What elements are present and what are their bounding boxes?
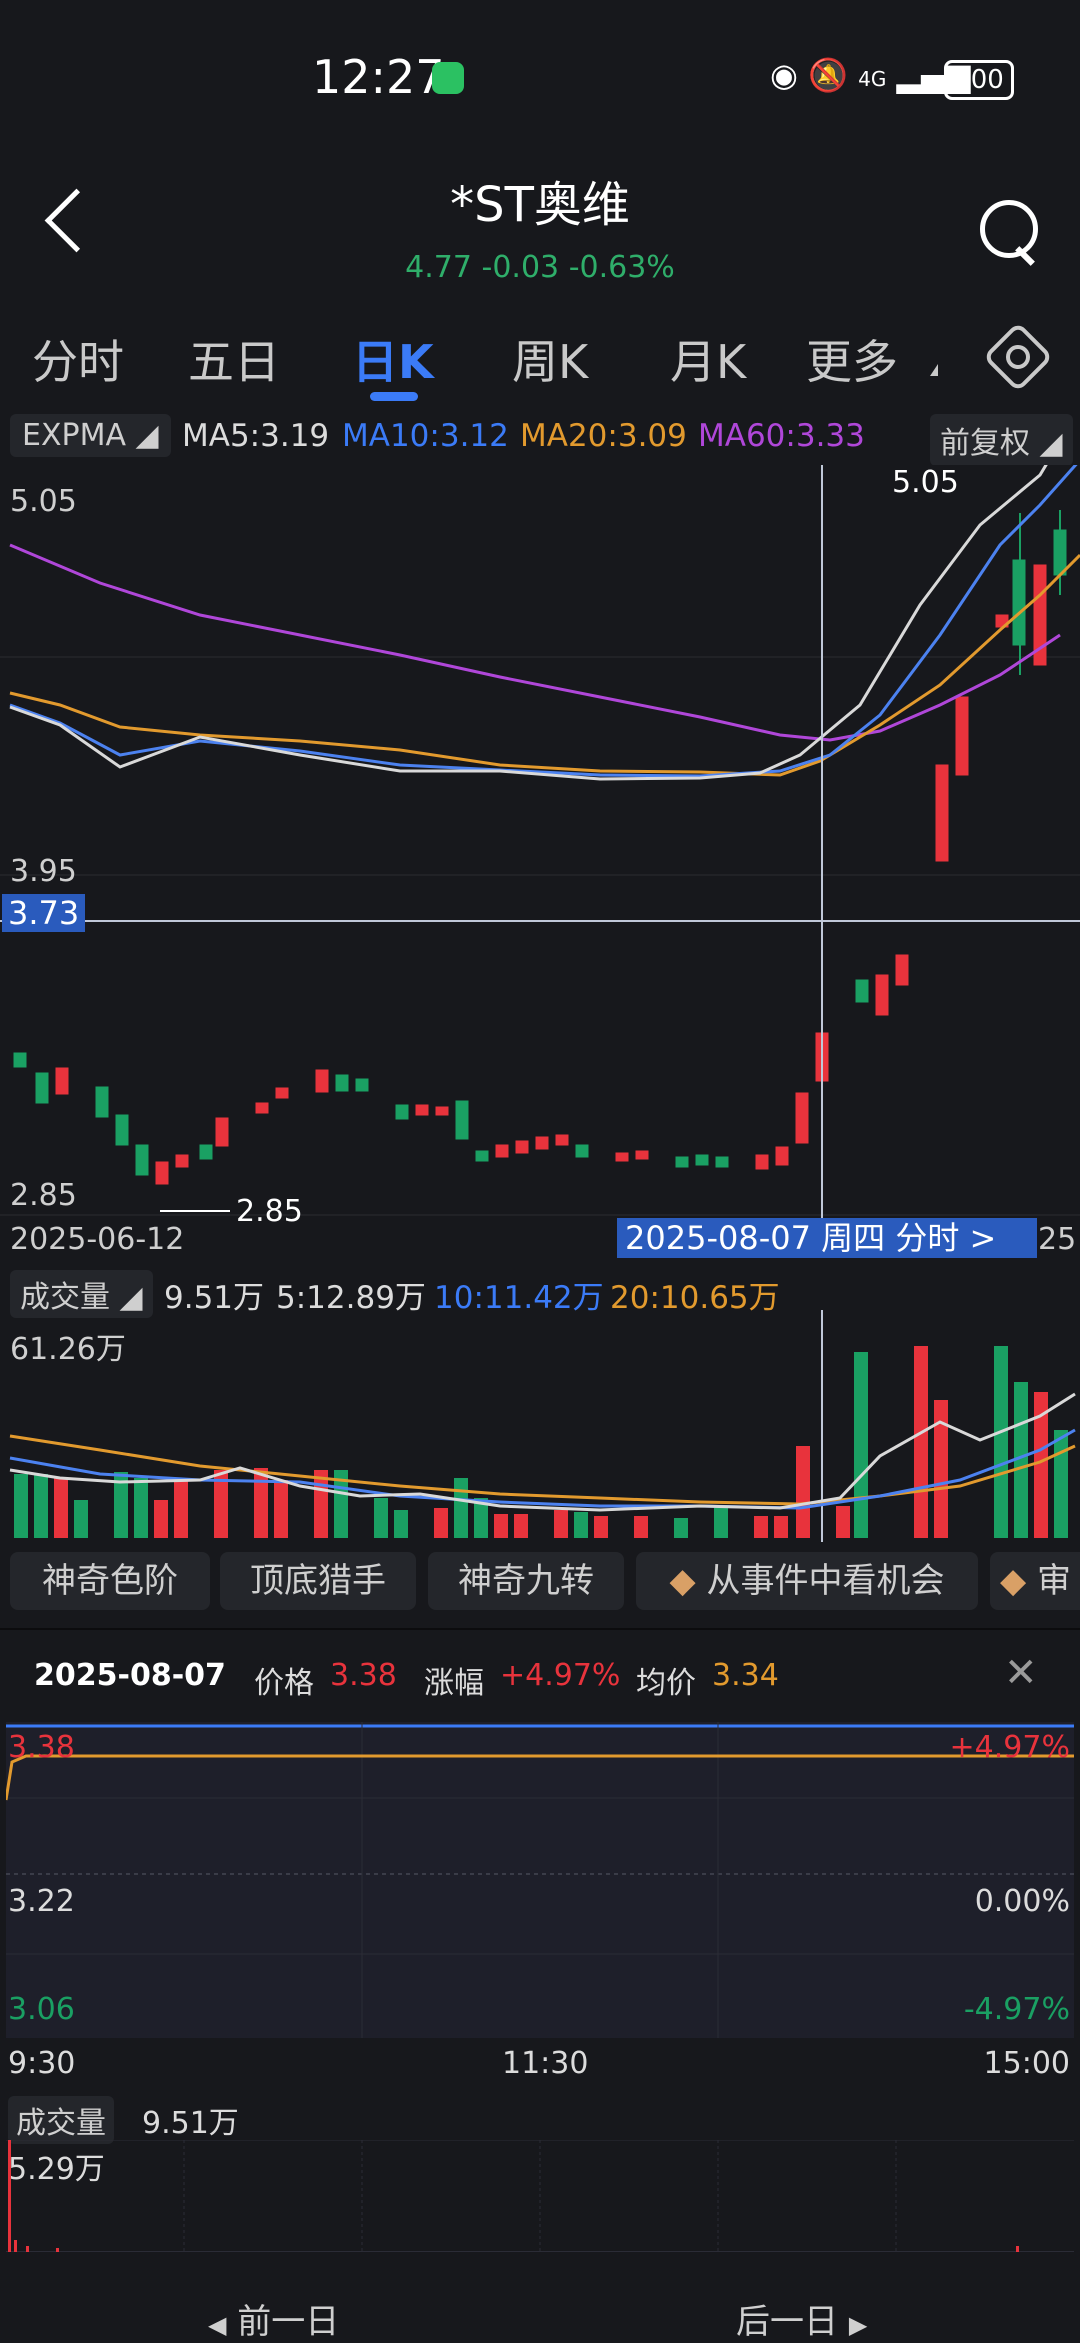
ma5-value: MA5:3.19 <box>182 418 330 454</box>
detail-price: 3.38 <box>330 1658 397 1693</box>
tool-color-gradient[interactable]: 神奇色阶 <box>10 1552 210 1610</box>
quote-change-pct: -0.63% <box>568 250 675 285</box>
intraday-chart <box>6 1722 1074 2038</box>
status-icons: ◉ 🔕 4G ▂▄▆ <box>770 56 970 94</box>
adjust-label: 前复权 <box>940 426 1030 461</box>
intraday-pct-bottom: -4.97% <box>963 1992 1070 2027</box>
intraday-pct-top: +4.97% <box>949 1730 1070 1765</box>
volume-max-label: 61.26万 <box>10 1332 126 1367</box>
kline-chart[interactable] <box>0 465 1080 1225</box>
y-label-top: 5.05 <box>10 484 77 519</box>
volume-ma20: 20:10.65万 <box>610 1280 780 1316</box>
volume-type-button[interactable]: 成交量 ◢ <box>10 1270 153 1318</box>
tool-next-label: 审 <box>1036 1561 1071 1601</box>
detail-change-label: 涨幅 <box>424 1666 484 1701</box>
detail-avg: 3.34 <box>712 1658 779 1693</box>
adjust-button[interactable]: 前复权 ◢ <box>930 414 1073 466</box>
tool-next[interactable]: ◆ 审 <box>990 1552 1080 1610</box>
battery-indicator: 100 <box>944 60 1014 100</box>
volume-value: 9.51万 <box>164 1280 265 1316</box>
selected-date-label[interactable]: 2025-08-07 周四 分时 > <box>617 1218 1037 1258</box>
ma5-line <box>9 465 1048 781</box>
tab-more[interactable]: 更多 <box>806 335 898 389</box>
kline-grid <box>0 656 1080 1216</box>
wechat-icon <box>432 62 464 94</box>
tool-event-opportunity[interactable]: ◆ 从事件中看机会 <box>636 1552 978 1610</box>
y-label-bottom: 2.85 <box>10 1178 77 1213</box>
next-day-button[interactable]: 后一日 ▶ <box>736 2294 867 2343</box>
kline-candles <box>13 510 1067 1185</box>
volume-type-label: 成交量 <box>20 1280 110 1315</box>
tab-weekly-k[interactable]: 周K <box>512 335 589 389</box>
intraday-lines <box>6 1722 1074 2038</box>
network-label: 4G <box>858 67 887 91</box>
quote-change: -0.03 <box>481 250 560 285</box>
settings-icon-center <box>1006 345 1030 369</box>
intraday-y-mid: 3.22 <box>8 1884 75 1919</box>
tool-top-bottom-hunter[interactable]: 顶底猎手 <box>220 1552 416 1610</box>
more-arrow-icon <box>930 364 938 376</box>
prev-day-button[interactable]: ◀ 前一日 <box>208 2294 339 2343</box>
indicator-type-label: EXPMA <box>22 418 127 453</box>
ma60-value: MA60:3.33 <box>698 418 865 454</box>
tab-monthly-k[interactable]: 月K <box>670 335 747 389</box>
detail-price-label: 价格 <box>254 1666 314 1701</box>
prev-day-label: 前一日 <box>237 2302 340 2342</box>
intraday-volume-max: 5.29万 <box>8 2152 105 2187</box>
start-date-label: 2025-06-12 <box>10 1222 185 1257</box>
tab-daily-k[interactable]: 日K <box>352 335 434 389</box>
chevron-left-icon: ◀ <box>208 2311 227 2339</box>
detail-date: 2025-08-07 <box>34 1658 226 1693</box>
intraday-time-start: 9:30 <box>8 2046 76 2081</box>
intraday-volume-value: 9.51万 <box>142 2106 239 2141</box>
tab-active-indicator <box>370 392 418 401</box>
volume-chart <box>9 1310 1076 1542</box>
intraday-volume-chart <box>6 2140 1074 2252</box>
intraday-time-end: 15:00 <box>983 2046 1070 2081</box>
detail-avg-label: 均价 <box>636 1666 696 1701</box>
ma60-line <box>9 543 1061 742</box>
tab-intraday[interactable]: 分时 <box>32 335 124 389</box>
mute-icon: 🔕 <box>808 56 848 94</box>
close-icon[interactable]: ✕ <box>1004 1650 1038 1696</box>
indicator-type-button[interactable]: EXPMA ◢ <box>10 414 171 457</box>
volume-ma10: 10:11.42万 <box>434 1280 604 1316</box>
stock-title: *ST奥维 <box>450 177 630 233</box>
detail-change: +4.97% <box>500 1658 621 1693</box>
diamond-icon: ◆ <box>669 1561 696 1601</box>
intraday-time-mid: 11:30 <box>502 2046 589 2081</box>
ma10-line <box>9 465 1078 778</box>
quote-price: 4.77 <box>405 250 472 285</box>
status-time: 12:27 <box>312 50 445 104</box>
end-date-label: 25 <box>1038 1222 1077 1257</box>
ma10-value: MA10:3.12 <box>342 418 509 454</box>
low-marker-label: 2.85 <box>236 1194 303 1229</box>
stock-quote: 4.77 -0.03 -0.63% <box>0 250 1080 285</box>
volume-ma5: 5:12.89万 <box>276 1280 426 1316</box>
ma20-line <box>9 553 1080 777</box>
intraday-pct-mid: 0.00% <box>974 1884 1070 1919</box>
high-marker-label: 5.05 <box>892 465 959 500</box>
tool-event-label: 从事件中看机会 <box>706 1561 945 1601</box>
diamond-icon: ◆ <box>1000 1561 1027 1601</box>
crosshair-price-label: 3.73 <box>2 894 86 932</box>
next-day-label: 后一日 <box>736 2302 838 2342</box>
chevron-right-icon: ▶ <box>848 2311 868 2339</box>
tool-magic-nine[interactable]: 神奇九转 <box>428 1552 624 1610</box>
tab-five-day[interactable]: 五日 <box>188 335 280 389</box>
y-label-mid: 3.95 <box>10 854 77 889</box>
eye-icon: ◉ <box>770 56 798 94</box>
search-icon[interactable] <box>980 200 1038 258</box>
ma20-value: MA20:3.09 <box>520 418 687 454</box>
intraday-y-top: 3.38 <box>8 1730 75 1765</box>
intraday-y-bottom: 3.06 <box>8 1992 75 2027</box>
intraday-volume-label: 成交量 <box>8 2096 114 2144</box>
